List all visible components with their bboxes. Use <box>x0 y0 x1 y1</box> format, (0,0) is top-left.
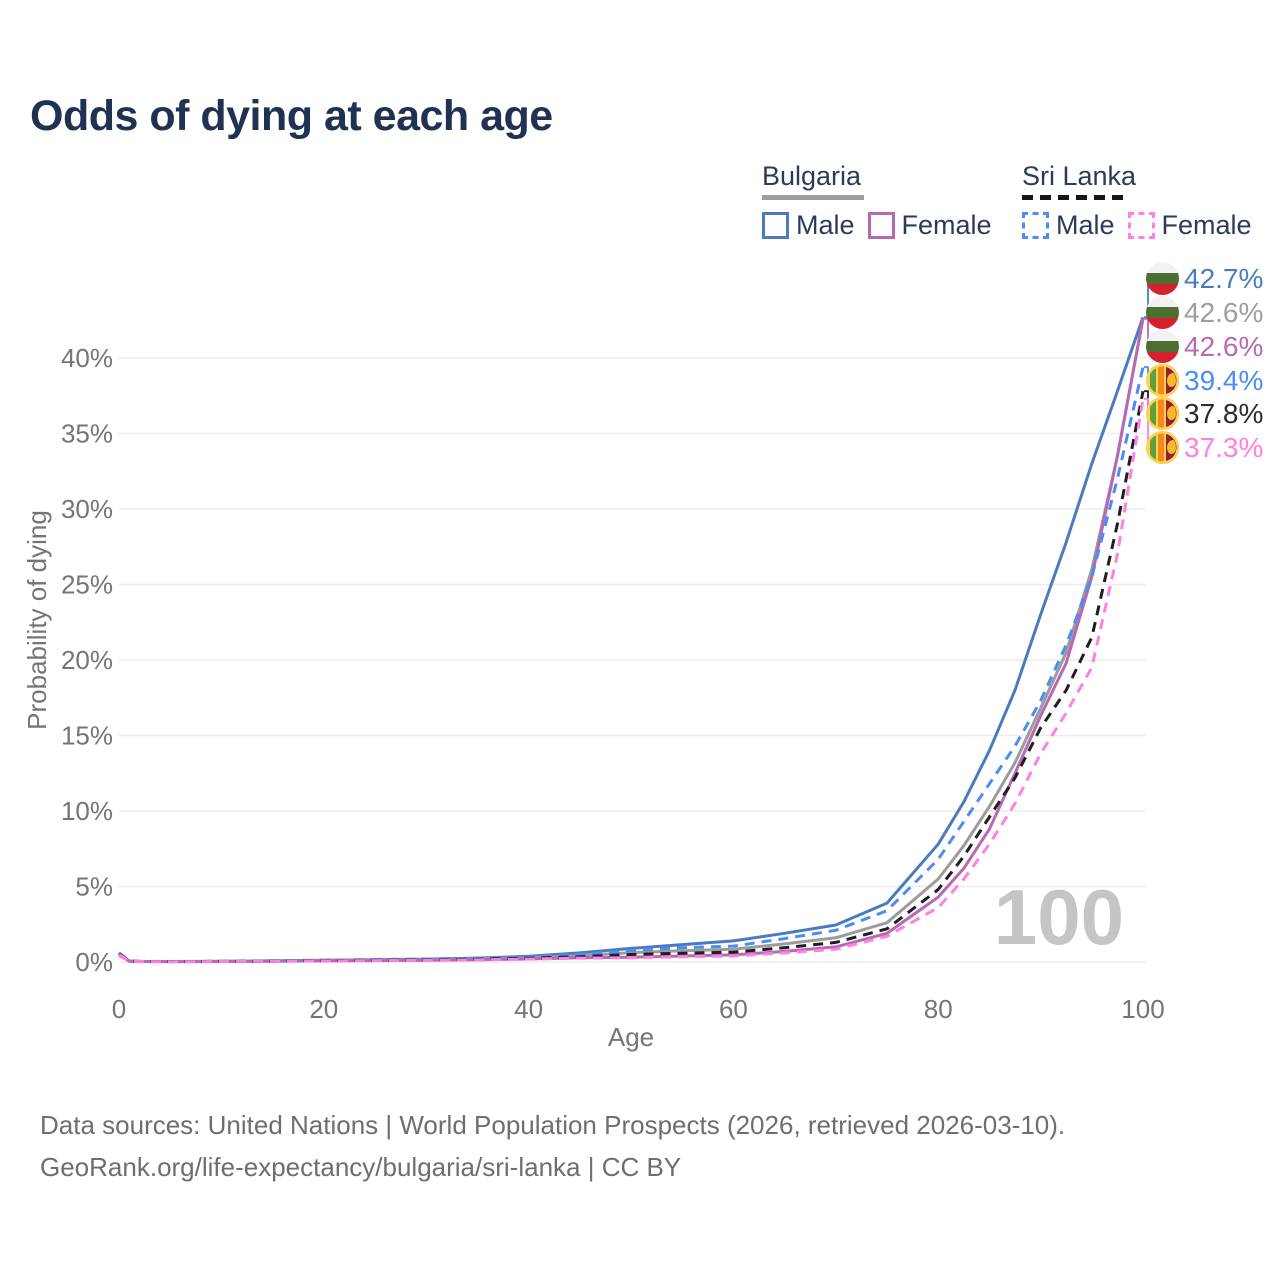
bulgaria-flag-icon <box>1146 262 1179 295</box>
y-tick-35pct: 35% <box>61 419 113 449</box>
end-value-bulgaria-female: 42.6% <box>1184 330 1264 362</box>
x-tick-age-0: 0 <box>112 994 126 1024</box>
y-tick-10pct: 10% <box>61 796 113 826</box>
bulgaria-flag-icon <box>1146 296 1179 329</box>
sri-lanka-male-swatch-icon <box>1022 212 1049 239</box>
end-label-bulgaria-male: 42.7% <box>1146 262 1263 295</box>
sri-lanka-flag-icon <box>1146 431 1179 464</box>
bulgaria-solid-line-sample-icon <box>762 195 864 200</box>
y-axis-label: Probability of dying <box>22 510 52 730</box>
end-value-sri-lanka-male: 39.4% <box>1184 364 1264 396</box>
x-tick-age-80: 80 <box>924 994 953 1024</box>
y-tick-5pct: 5% <box>75 872 113 902</box>
axis-ticks: 0% 5% 10% 15% 20% 25% 30% 35% 40% 0 20 40 60 80 100 <box>61 343 1165 1024</box>
legend-label-bulgaria-female: Female <box>901 210 992 240</box>
sri-lanka-dashed-line-sample-icon <box>1022 195 1126 200</box>
y-tick-0pct: 0% <box>75 947 113 977</box>
end-value-bulgaria-both: 42.6% <box>1184 296 1264 328</box>
series-line-sri-lanka-male[interactable] <box>118 366 1145 963</box>
y-tick-15pct: 15% <box>61 721 113 751</box>
end-label-bulgaria-both: 42.6% <box>1146 296 1263 329</box>
y-tick-30pct: 30% <box>61 494 113 524</box>
end-label-sri-lanka-both: 37.8% <box>1146 397 1263 430</box>
y-tick-20pct: 20% <box>61 645 113 675</box>
legend-item-sri-lanka-female[interactable]: Female <box>1127 210 1252 241</box>
sri-lanka-flag-icon <box>1146 397 1179 430</box>
bulgaria-female-swatch-icon <box>867 212 895 239</box>
end-value-sri-lanka-female: 37.3% <box>1184 431 1264 463</box>
bulgaria-flag-icon <box>1146 330 1179 363</box>
x-tick-age-20: 20 <box>309 994 338 1024</box>
chart-title: Odds of dying at each age <box>30 92 553 140</box>
data-source-line: Data sources: United Nations | World Pop… <box>40 1110 1066 1140</box>
attribution-line: GeoRank.org/life-expectancy/bulgaria/sri… <box>40 1152 682 1182</box>
watermark-age-100: 100 <box>994 873 1124 961</box>
end-value-bulgaria-male: 42.7% <box>1184 262 1264 294</box>
x-axis-label: Age <box>608 1022 654 1052</box>
legend-group-bulgaria: Bulgaria Male Female <box>762 161 992 241</box>
legend-item-bulgaria-female[interactable]: Female <box>867 210 992 241</box>
series-line-bulgaria-both-sexes[interactable] <box>118 318 1145 963</box>
series-lines <box>118 316 1145 964</box>
sri-lanka-flag-icon <box>1146 364 1179 397</box>
series-line-bulgaria-male[interactable] <box>118 316 1145 963</box>
legend-label-sri-lanka-male: Male <box>1056 210 1115 240</box>
end-label-bulgaria-female: 42.6% <box>1146 330 1263 363</box>
x-tick-age-100: 100 <box>1121 994 1164 1024</box>
bulgaria-male-swatch-icon <box>762 212 789 239</box>
end-label-sri-lanka-female: 37.3% <box>1146 431 1263 464</box>
legend-label-bulgaria-male: Male <box>796 210 855 240</box>
sri-lanka-female-swatch-icon <box>1127 212 1155 239</box>
legend-header-bulgaria[interactable]: Bulgaria <box>762 161 862 191</box>
series-line-sri-lanka-female[interactable] <box>118 398 1145 964</box>
gridlines <box>119 357 1146 963</box>
footer: Data sources: United Nations | World Pop… <box>40 1104 1065 1188</box>
x-tick-age-40: 40 <box>514 994 543 1024</box>
legend-label-sri-lanka-female: Female <box>1161 210 1252 240</box>
series-line-bulgaria-female[interactable] <box>118 318 1145 964</box>
series-line-sri-lanka-both-sexes[interactable] <box>118 390 1145 963</box>
legend-item-sri-lanka-male[interactable]: Male <box>1022 210 1115 241</box>
x-tick-age-60: 60 <box>719 994 748 1024</box>
end-label-sri-lanka-male: 39.4% <box>1146 364 1263 397</box>
end-value-sri-lanka-both: 37.8% <box>1184 397 1264 429</box>
legend-header-sri-lanka[interactable]: Sri Lanka <box>1022 161 1137 191</box>
y-tick-40pct: 40% <box>61 343 113 373</box>
legend-item-bulgaria-male[interactable]: Male <box>762 210 855 241</box>
y-tick-25pct: 25% <box>61 570 113 600</box>
legend-group-sri-lanka: Sri Lanka Male Female <box>1022 161 1252 241</box>
